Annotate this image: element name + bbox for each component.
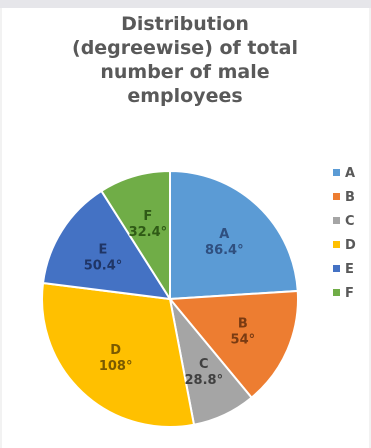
slice-category-a: A — [219, 227, 229, 242]
slice-label-f: F32.4° — [129, 209, 168, 240]
legend-label-d: D — [345, 238, 356, 253]
top-strip — [0, 0, 371, 8]
pie-slices — [41, 169, 299, 428]
chart-title-line-4: employees — [127, 85, 243, 107]
slice-value-f: 32.4° — [129, 225, 168, 240]
slice-value-a: 86.4° — [205, 243, 244, 258]
pie-slice-a — [169, 169, 299, 301]
chart-title-line-3: number of male — [100, 61, 270, 83]
pie-slice-d — [41, 281, 196, 428]
slice-label-a: A86.4° — [205, 227, 244, 258]
legend-swatch-a — [333, 169, 340, 176]
slice-value-b: 54° — [231, 333, 256, 348]
legend-item-d: D — [333, 238, 356, 253]
pie-slice-e — [41, 189, 172, 301]
legend-swatch-f — [333, 289, 340, 296]
slice-category-e: E — [99, 242, 108, 257]
chart-title-line-1: Distribution — [121, 13, 249, 35]
legend-item-b: B — [333, 190, 355, 205]
pie-slice-f — [100, 169, 171, 303]
slice-label-e: E50.4° — [84, 242, 123, 273]
legend-label-b: B — [345, 190, 355, 205]
slice-label-c: C28.8° — [185, 357, 224, 388]
legend-item-a: A — [333, 166, 355, 181]
legend-label-e: E — [345, 262, 354, 277]
legend-swatch-d — [333, 241, 340, 248]
slice-value-e: 50.4° — [84, 258, 123, 273]
legend-label-c: C — [345, 214, 355, 229]
legend-item-f: F — [333, 286, 354, 301]
legend-swatch-b — [333, 193, 340, 200]
legend-swatch-e — [333, 265, 340, 272]
legend-item-c: C — [333, 214, 355, 229]
legend-swatch-c — [333, 217, 340, 224]
slice-category-c: C — [199, 357, 209, 372]
pie-slice-b — [167, 289, 299, 400]
legend-item-e: E — [333, 262, 354, 277]
slice-category-b: B — [238, 317, 248, 332]
chart-title-line-2: (degreewise) of total — [72, 37, 298, 59]
slice-category-f: F — [143, 209, 152, 224]
legend-label-a: A — [345, 166, 355, 181]
slice-value-c: 28.8° — [185, 373, 224, 388]
chart-title: Distribution (degreewise) of total numbe… — [55, 12, 315, 108]
slice-label-b: B54° — [231, 317, 256, 348]
legend-label-f: F — [345, 286, 354, 301]
slice-value-d: 108° — [99, 359, 133, 374]
slice-category-d: D — [110, 343, 121, 358]
